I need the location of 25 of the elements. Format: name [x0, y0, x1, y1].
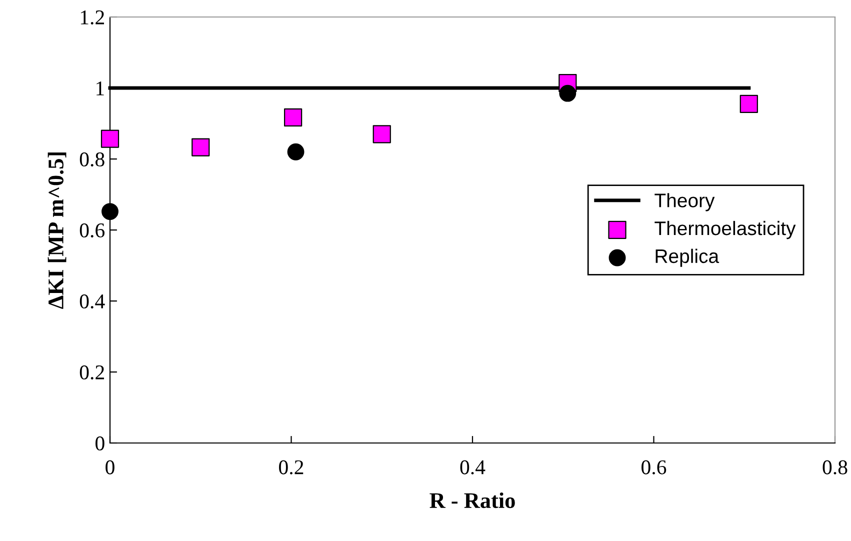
point	[284, 108, 302, 127]
point	[372, 125, 391, 144]
point	[192, 138, 210, 156]
y-tick-label: 0.6	[80, 223, 105, 238]
legend-label: Replica	[656, 248, 720, 267]
x-tick-label: 0.8	[822, 460, 848, 474]
y-tick-label: 1.2	[80, 10, 104, 25]
y-tick-label: 0.4	[80, 294, 105, 309]
point	[100, 130, 120, 148]
x-tick-label: 0	[106, 460, 114, 474]
point	[102, 203, 118, 220]
y-axis-title: ΔKI [MP m^0.5]	[48, 152, 66, 309]
x-tick-label: 0.2	[279, 460, 304, 474]
y-tick-label: 0.8	[80, 152, 104, 167]
point	[740, 94, 758, 114]
x-axis-title: R - Ratio	[430, 492, 515, 508]
point	[559, 84, 576, 102]
legend-label: Theory	[654, 193, 715, 212]
y-tick-label: 0	[96, 436, 104, 450]
point	[287, 143, 304, 160]
x-tick-label: 0.6	[642, 460, 666, 474]
x-tick-label: 0.4	[460, 460, 486, 474]
legend-label: Thermoelasticity	[654, 220, 796, 240]
y-tick-label: 1	[96, 81, 104, 96]
y-tick-label: 0.2	[80, 365, 104, 380]
